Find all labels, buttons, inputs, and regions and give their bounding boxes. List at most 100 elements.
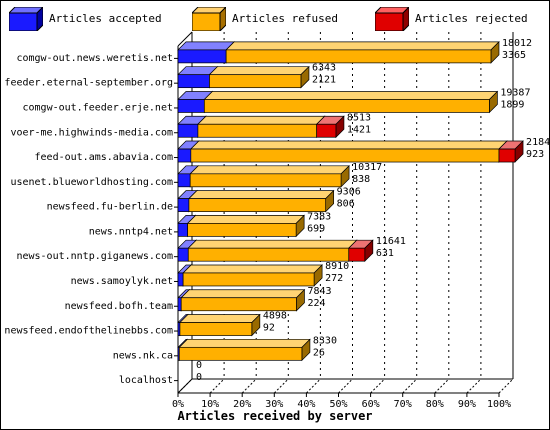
data-label-total: 10317 — [352, 162, 382, 173]
data-label-total: 21844 — [526, 137, 549, 148]
y-tick-label: news.nk.ca — [113, 350, 173, 361]
data-label-total: 18012 — [502, 38, 532, 49]
x-tick-label: 40% — [297, 399, 315, 407]
x-tick-label: 70% — [394, 399, 412, 407]
data-label-accepted: 26 — [313, 347, 325, 358]
data-label-accepted: 0 — [196, 372, 202, 383]
bar-segment-articles-refused — [197, 123, 318, 138]
x-tick-label: 0% — [172, 399, 184, 407]
floor-gridline — [209, 378, 225, 394]
bar-segment-articles-accepted — [177, 272, 184, 287]
data-label-total: 11641 — [376, 236, 406, 247]
chart-plot: 0% 10% 20% 30% 40% 50% 60% 70% 80% 90% 100% comgw-o… — [4, 31, 549, 407]
bar-top-articles-refused — [203, 91, 499, 100]
bar-segment-articles-rejected — [498, 148, 516, 163]
x-tick-label: 60% — [362, 399, 380, 407]
y-tick-label: feeder.eternal-september.org — [4, 78, 173, 89]
legend-swatch-accepted — [9, 7, 43, 31]
bar-top-articles-refused — [180, 289, 306, 299]
data-label-accepted: 1899 — [500, 99, 524, 110]
y-tick-label: usenet.blueworldhosting.com — [10, 177, 173, 188]
bar-segment-articles-accepted — [177, 297, 182, 312]
bar-segment-articles-refused — [179, 322, 253, 336]
y-tick-label: news.nntp4.net — [89, 226, 173, 237]
bar-segment-articles-accepted — [177, 173, 191, 188]
data-label-total: 8910 — [325, 261, 349, 272]
y-tick-label: comgw-out.news.weretis.net — [16, 53, 173, 64]
bar-top-articles-accepted — [177, 41, 235, 51]
bar-segment-articles-refused — [189, 173, 342, 188]
bar-segment-articles-accepted — [177, 148, 192, 163]
bar-top-articles-refused — [182, 264, 323, 274]
bar-segment-articles-refused — [188, 198, 327, 212]
bar-segment-articles-accepted — [177, 247, 189, 262]
y-tick-label: localhost — [119, 375, 173, 386]
bar-top-articles-refused — [178, 338, 311, 348]
legend-label-rejected: Articles rejected — [415, 12, 528, 25]
data-label-total: 6343 — [312, 63, 336, 74]
floor-gridline — [306, 378, 321, 394]
bar-segment-articles-refused — [225, 49, 492, 64]
bar-segment-articles-accepted — [177, 198, 190, 212]
floor-gridline — [498, 378, 514, 394]
data-label-total: 0 — [196, 360, 202, 371]
data-label-accepted: 699 — [307, 223, 325, 234]
x-tick-label: 80% — [426, 399, 444, 407]
x-axis-label: Articles received by server — [177, 409, 373, 423]
bar-segment-articles-accepted — [177, 123, 199, 138]
data-label-total: 19387 — [500, 87, 530, 98]
bar-top-articles-refused — [225, 41, 500, 51]
y-tick-label: voer-me.highwinds-media.com — [10, 127, 173, 138]
data-label-total: 9306 — [337, 187, 361, 198]
bar-segment-articles-rejected — [316, 123, 337, 138]
data-label-total: 8330 — [313, 335, 337, 346]
legend-label-refused: Articles refused — [232, 12, 338, 25]
bar-segment-articles-accepted — [177, 74, 210, 89]
data-label-accepted: 806 — [337, 199, 355, 210]
bar-top-articles-refused — [189, 140, 508, 150]
bar-top-articles-refused — [179, 314, 261, 323]
data-label-total: 8513 — [347, 112, 371, 123]
floor-gridline — [466, 378, 482, 394]
bar-top-articles-refused — [208, 66, 310, 76]
bar-segment-articles-refused — [190, 148, 500, 163]
data-label-total: 4898 — [263, 311, 287, 322]
data-label-accepted: 2121 — [312, 75, 336, 86]
x-tick-label: 90% — [458, 399, 476, 407]
data-label-accepted: 224 — [307, 298, 325, 309]
x-tick-label: 10% — [201, 399, 219, 407]
bar-top-articles-refused — [189, 165, 350, 175]
bar-top-articles-refused — [186, 215, 305, 224]
y-tick-label: news-out.nntp.giganews.com — [16, 251, 173, 262]
bar-top-articles-refused — [197, 115, 326, 125]
bar-segment-articles-refused — [180, 297, 297, 312]
data-label-accepted: 838 — [352, 174, 370, 185]
axis-corner-bottom — [177, 378, 193, 394]
floor-gridline — [273, 378, 289, 394]
x-tick-label: 50% — [329, 399, 347, 407]
axis-corner-top — [177, 31, 193, 47]
bar-segment-articles-refused — [187, 247, 350, 262]
data-label-accepted: 272 — [325, 273, 343, 284]
floor-gridline — [370, 378, 385, 394]
data-label-total: 7383 — [307, 211, 331, 222]
bar-segment-articles-refused — [203, 99, 490, 113]
legend-swatch-refused — [192, 7, 226, 31]
data-label-accepted: 923 — [526, 149, 544, 160]
floor-gridline — [338, 378, 353, 394]
y-tick-label: newsfeed.bofh.team — [65, 301, 173, 312]
floor-gridline — [241, 378, 257, 394]
x-tick-label: 100% — [487, 399, 511, 407]
bar-segment-articles-refused — [209, 74, 302, 89]
floor-gridline — [434, 378, 450, 394]
bar-segment-articles-accepted — [177, 223, 188, 237]
data-label-accepted: 92 — [263, 323, 275, 334]
data-label-total: 7843 — [307, 286, 331, 297]
data-label-accepted: 3365 — [502, 50, 526, 61]
legend-label-accepted: Articles accepted — [49, 12, 162, 25]
x-tick-label: 30% — [265, 399, 283, 407]
bar-top-articles-refused — [187, 239, 358, 249]
bar-segment-articles-refused — [178, 346, 303, 361]
y-tick-label: newsfeed.endofthelinebbs.com — [4, 326, 173, 337]
